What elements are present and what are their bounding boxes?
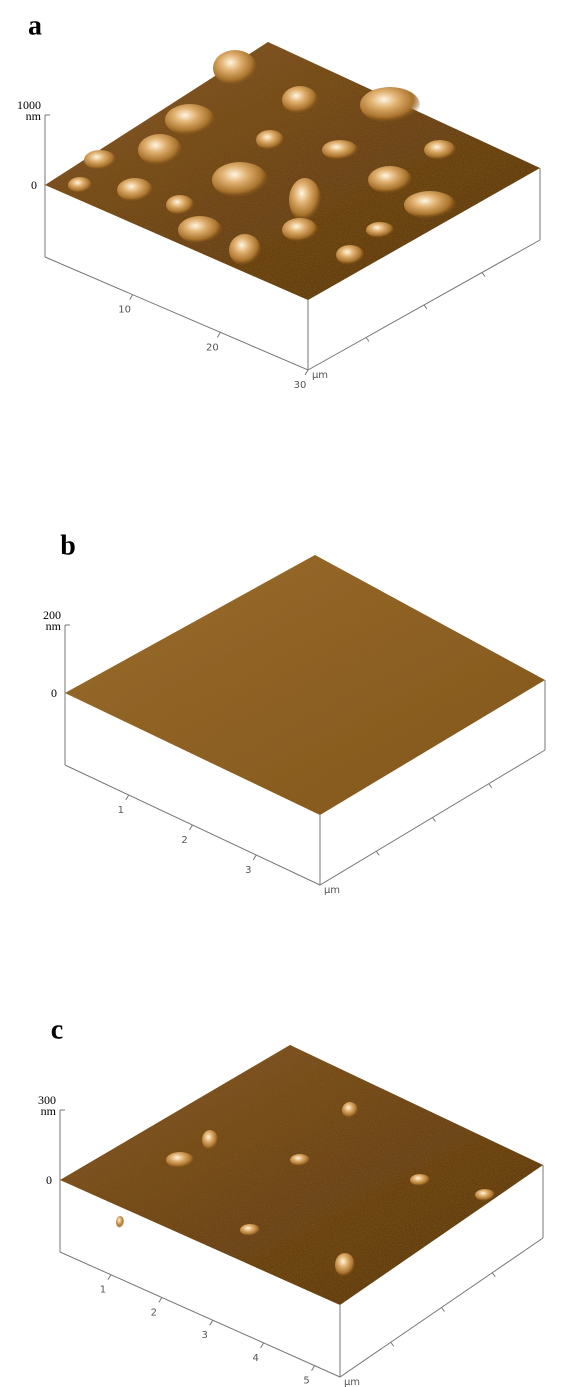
z-unit-label: nm	[41, 1104, 57, 1118]
surface-bump	[290, 1154, 310, 1166]
x-tick-label: 5	[303, 1376, 309, 1387]
surface-bump	[475, 1189, 495, 1201]
surface-bump	[166, 1152, 194, 1168]
x-tick	[252, 854, 257, 861]
z-zero-label: 0	[51, 686, 57, 700]
x-tick	[158, 1297, 163, 1303]
edge-tick	[423, 304, 428, 310]
surface-bump	[366, 222, 394, 238]
z-max-label: 200	[43, 608, 61, 622]
surface-bump	[289, 178, 321, 222]
surface-bump	[68, 177, 92, 193]
edge-tick	[375, 850, 380, 856]
surface-bump	[335, 1253, 355, 1277]
surface	[60, 1045, 543, 1305]
surface-bump	[117, 178, 153, 202]
surface	[45, 42, 540, 300]
x-tick	[216, 332, 221, 338]
panel-label: c	[51, 1014, 63, 1045]
surface	[65, 555, 545, 815]
edge-tick	[441, 1307, 445, 1312]
surface-bump	[256, 130, 284, 150]
x-tick	[189, 824, 193, 831]
surface-bump	[240, 1224, 260, 1236]
z-max-label: 300	[38, 1093, 56, 1107]
edge-tick	[365, 337, 370, 342]
x-tick	[107, 1274, 112, 1280]
x-tick	[129, 294, 134, 300]
z-unit-label: nm	[26, 109, 42, 123]
x-tick-label: 20	[206, 342, 219, 353]
surface-bump	[84, 150, 116, 170]
x-tick	[311, 1365, 315, 1371]
z-zero-label: 0	[31, 178, 37, 192]
x-tick-label: 3	[245, 865, 251, 876]
surface-bump	[178, 216, 222, 244]
surface-bump	[368, 166, 412, 194]
x-tick-label: 1	[100, 1285, 106, 1296]
x-tick	[304, 369, 309, 376]
edge-tick	[488, 783, 493, 789]
x-tick-label: 2	[151, 1307, 157, 1318]
panel-label: a	[28, 10, 42, 41]
surface-bump	[282, 86, 318, 114]
x-tick-label: 30	[294, 380, 307, 391]
z-unit-label: nm	[46, 619, 62, 633]
x-tick-label: 3	[202, 1330, 208, 1341]
surface-bump	[165, 104, 215, 136]
surface-bump	[410, 1174, 430, 1186]
x-tick-label: 2	[181, 835, 187, 846]
surface-bump	[336, 245, 364, 265]
surface-bump	[322, 140, 358, 160]
x-tick-label: 4	[252, 1353, 258, 1364]
z-zero-label: 0	[46, 1173, 52, 1187]
x-unit-label: µm	[344, 1377, 360, 1387]
x-tick	[260, 1342, 265, 1349]
surface-bump	[424, 140, 456, 160]
edge-tick	[491, 1272, 496, 1278]
edge-tick	[432, 817, 436, 822]
surface-bump	[360, 87, 420, 123]
surface-bump	[212, 162, 268, 198]
edge-tick	[481, 272, 486, 277]
x-tick	[125, 794, 130, 801]
surface-bump	[282, 218, 318, 242]
z-max-label: 1000	[17, 98, 41, 112]
x-unit-label: µm	[312, 370, 328, 381]
surface-bump	[166, 195, 194, 215]
panel-label: b	[60, 530, 76, 561]
surface-bump	[202, 1130, 218, 1150]
edge-tick	[390, 1341, 395, 1347]
x-tick-label: 10	[118, 305, 131, 316]
surface-bump	[229, 234, 261, 266]
x-tick-label: 1	[118, 805, 124, 816]
surface-bump	[404, 191, 456, 219]
x-tick	[209, 1319, 214, 1326]
surface-bump	[342, 1102, 358, 1118]
surface-bump	[138, 134, 182, 166]
x-unit-label: µm	[324, 885, 340, 896]
surface-bump	[116, 1216, 124, 1228]
surface-bump	[213, 50, 257, 86]
